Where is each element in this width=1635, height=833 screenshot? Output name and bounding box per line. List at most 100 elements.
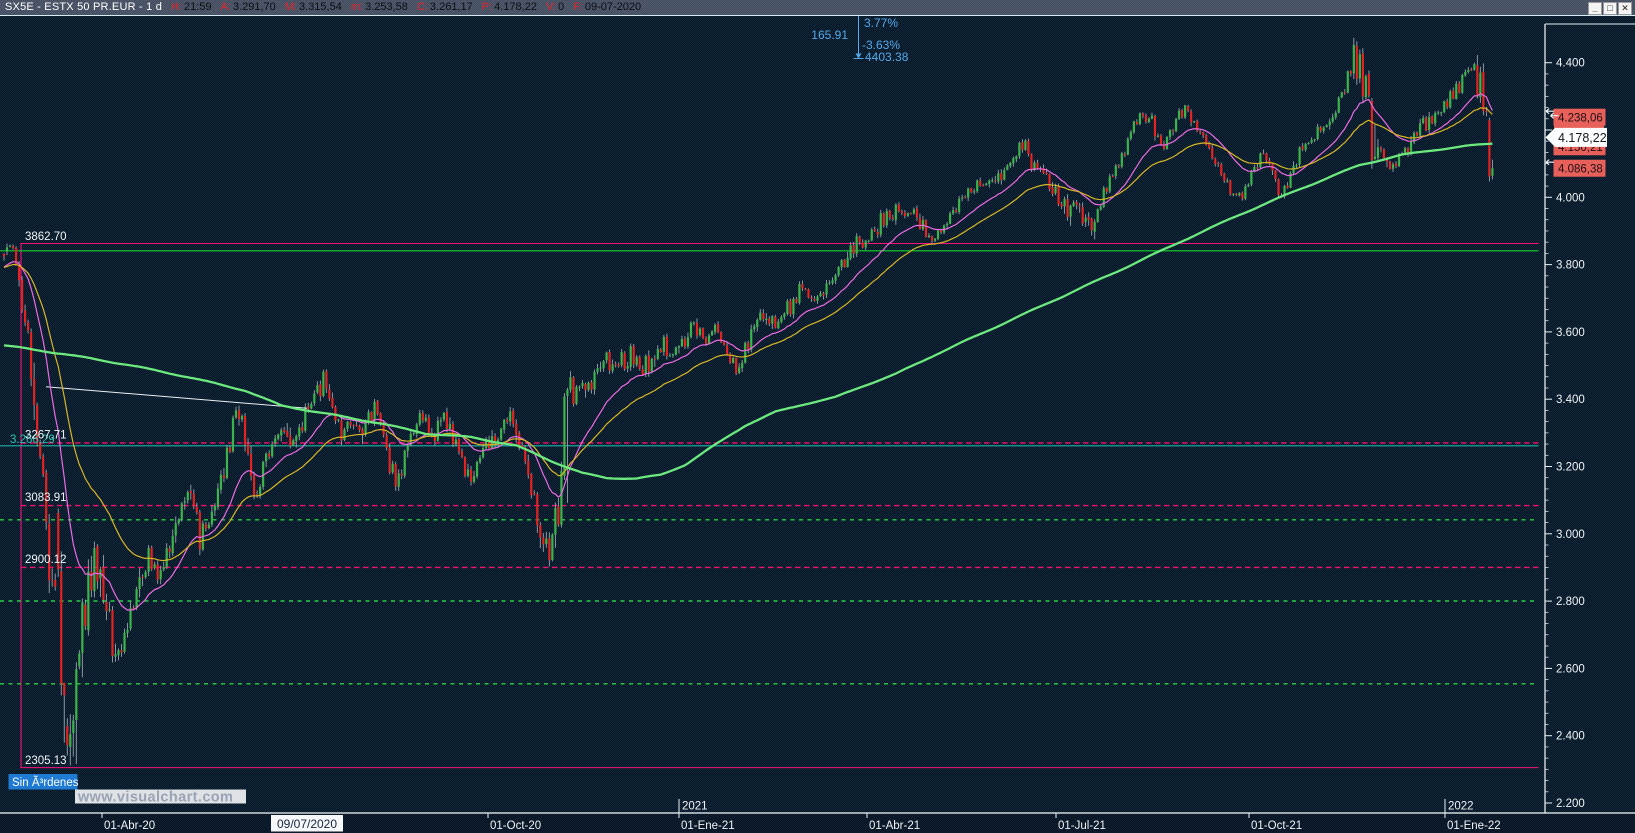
candle[interactable] (1084, 214, 1087, 227)
candle[interactable] (1072, 200, 1075, 207)
candle[interactable] (289, 427, 292, 449)
candle[interactable] (1415, 131, 1419, 137)
candle[interactable] (2, 253, 6, 261)
candle[interactable] (96, 544, 99, 589)
candle[interactable] (1000, 169, 1003, 185)
candle[interactable] (439, 417, 442, 427)
candle[interactable] (620, 348, 623, 368)
candle[interactable] (1096, 208, 1099, 223)
candle[interactable] (870, 227, 873, 242)
candle[interactable] (1117, 164, 1120, 169)
candle[interactable] (442, 412, 445, 422)
candle[interactable] (331, 392, 334, 409)
candle[interactable] (225, 445, 229, 480)
candle[interactable] (1018, 141, 1021, 159)
candle[interactable] (162, 562, 165, 572)
candle[interactable] (1223, 172, 1226, 183)
candle[interactable] (665, 333, 668, 360)
candle[interactable] (590, 380, 593, 394)
candle[interactable] (189, 484, 192, 500)
candle[interactable] (876, 228, 879, 239)
candle[interactable] (171, 529, 174, 557)
candle[interactable] (837, 266, 840, 277)
candle[interactable] (1081, 202, 1084, 226)
candle[interactable] (1479, 66, 1482, 104)
candle[interactable] (1452, 87, 1455, 100)
candle[interactable] (1232, 193, 1235, 197)
candle[interactable] (1346, 70, 1349, 94)
candle[interactable] (1355, 41, 1358, 85)
candle[interactable] (1238, 192, 1241, 197)
candle[interactable] (355, 421, 358, 427)
candle[interactable] (322, 369, 325, 398)
minimize-button[interactable]: _ (1588, 2, 1602, 15)
candle[interactable] (1467, 67, 1470, 74)
candle[interactable] (638, 355, 641, 371)
candle[interactable] (1177, 108, 1181, 121)
candle[interactable] (33, 362, 36, 420)
candle[interactable] (1241, 191, 1244, 201)
candle[interactable] (1247, 183, 1250, 188)
candle[interactable] (388, 442, 391, 475)
candle[interactable] (789, 298, 792, 317)
candle[interactable] (69, 714, 72, 766)
candle[interactable] (680, 335, 684, 348)
candle[interactable] (195, 502, 198, 515)
candle[interactable] (346, 421, 349, 432)
candle[interactable] (403, 449, 406, 479)
candle[interactable] (361, 427, 364, 444)
candle[interactable] (319, 380, 322, 402)
candle[interactable] (807, 288, 810, 299)
candle[interactable] (186, 490, 189, 504)
candle[interactable] (894, 203, 897, 225)
candle[interactable] (533, 490, 536, 496)
candle[interactable] (1036, 159, 1039, 170)
candle[interactable] (1325, 124, 1328, 128)
candle[interactable] (958, 196, 961, 215)
candle[interactable] (1304, 143, 1307, 152)
candle[interactable] (900, 209, 903, 216)
candle[interactable] (979, 177, 982, 187)
candle[interactable] (1171, 128, 1175, 136)
candle[interactable] (1316, 123, 1319, 141)
candle[interactable] (231, 415, 235, 453)
candle[interactable] (584, 382, 587, 398)
candle[interactable] (1147, 117, 1151, 124)
candle[interactable] (1373, 124, 1377, 160)
candle[interactable] (955, 207, 958, 214)
candle[interactable] (310, 401, 313, 410)
candle[interactable] (927, 233, 931, 238)
candle[interactable] (692, 321, 696, 326)
candle[interactable] (698, 327, 702, 337)
candle[interactable] (340, 418, 343, 446)
candle[interactable] (1391, 162, 1395, 172)
candle[interactable] (1376, 139, 1380, 162)
candle[interactable] (349, 421, 352, 429)
candle[interactable] (683, 336, 687, 349)
candle[interactable] (135, 586, 138, 611)
candle[interactable] (1030, 153, 1033, 173)
candle[interactable] (707, 333, 711, 345)
candle[interactable] (1361, 48, 1364, 103)
candle[interactable] (710, 330, 714, 336)
candle[interactable] (1340, 91, 1343, 99)
candle[interactable] (147, 545, 150, 577)
candle[interactable] (1307, 141, 1310, 145)
candle[interactable] (1138, 112, 1142, 126)
candle[interactable] (159, 565, 162, 585)
candle[interactable] (846, 251, 849, 268)
candle[interactable] (1003, 167, 1006, 181)
candle[interactable] (599, 361, 602, 373)
candle[interactable] (861, 239, 864, 249)
candle[interactable] (810, 295, 813, 302)
candle[interactable] (325, 369, 328, 394)
candle[interactable] (1066, 194, 1069, 221)
candle[interactable] (656, 345, 659, 361)
candle[interactable] (421, 410, 424, 424)
candle[interactable] (500, 427, 503, 442)
candle[interactable] (1102, 186, 1105, 209)
candle[interactable] (1295, 163, 1298, 169)
candle[interactable] (343, 427, 346, 442)
candle[interactable] (813, 296, 816, 302)
